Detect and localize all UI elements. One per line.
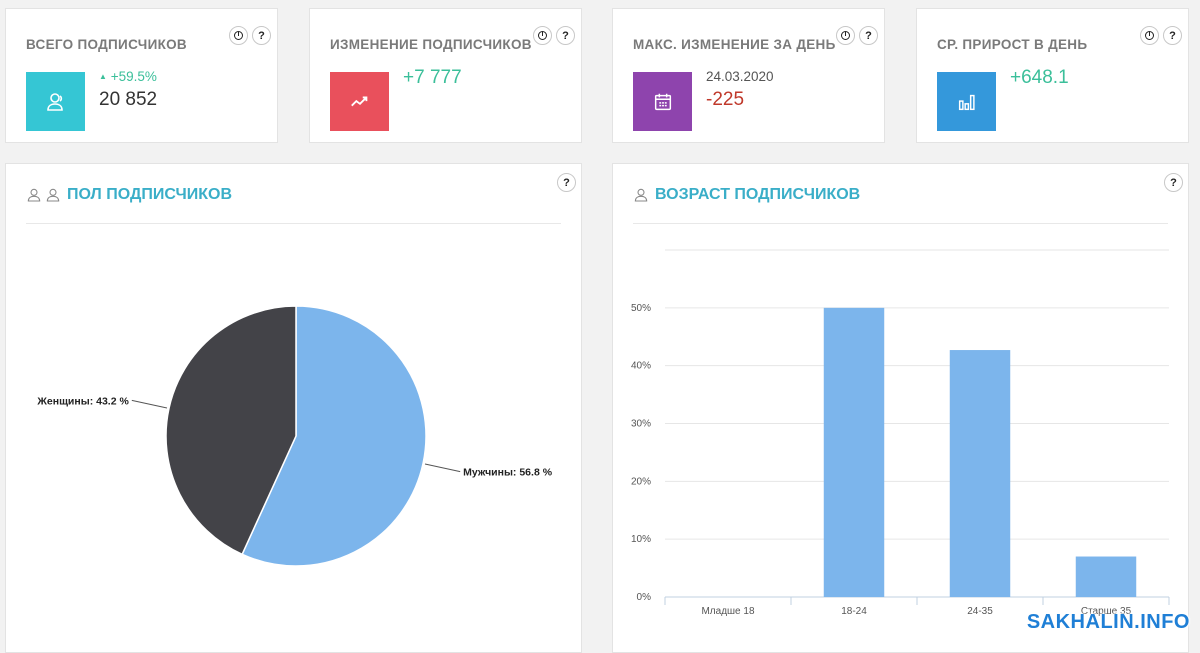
- bar[interactable]: [824, 308, 884, 597]
- stat-card-avg-daily-growth: СР. ПРИРОСТ В ДЕНЬ ? +648.1: [916, 8, 1189, 143]
- y-tick-label: 10%: [631, 534, 651, 545]
- help-button[interactable]: ?: [252, 26, 271, 45]
- x-tick-label: 18-24: [841, 606, 867, 617]
- bar[interactable]: [950, 350, 1010, 597]
- calendar-icon: [652, 91, 674, 113]
- stat-title: СР. ПРИРОСТ В ДЕНЬ: [937, 37, 1087, 52]
- pie-connector: [425, 464, 460, 472]
- x-tick-label: Младше 18: [701, 606, 754, 617]
- users-icon: [44, 90, 68, 114]
- card-controls: ?: [1140, 26, 1182, 45]
- history-button[interactable]: [836, 26, 855, 45]
- help-button[interactable]: ?: [556, 26, 575, 45]
- clock-icon: [538, 31, 547, 40]
- stat-card-total-subscribers: ВСЕГО ПОДПИСЧИКОВ ? ▲ +59.5% 20 852: [5, 8, 278, 143]
- y-tick-label: 30%: [631, 419, 651, 430]
- card-controls: ?: [229, 26, 271, 45]
- stat-value: +648.1: [1010, 67, 1069, 89]
- age-panel: ? ВОЗРАСТ ПОДПИСЧИКОВ 0%10%20%30%40%50%М…: [612, 163, 1189, 653]
- stat-title: ВСЕГО ПОДПИСЧИКОВ: [26, 37, 187, 52]
- clock-icon: [1145, 31, 1154, 40]
- history-button[interactable]: [229, 26, 248, 45]
- stat-value: 20 852: [99, 89, 157, 111]
- y-tick-label: 40%: [631, 361, 651, 372]
- stat-delta: ▲ +59.5%: [99, 69, 157, 84]
- stat-date: 24.03.2020: [706, 69, 774, 84]
- pie-connector: [132, 400, 167, 408]
- card-controls: ?: [533, 26, 575, 45]
- y-tick-label: 0%: [637, 592, 652, 603]
- stat-icon-box: [330, 72, 389, 131]
- pie-label: Мужчины: 56.8 %: [463, 467, 553, 479]
- stat-card-subscriber-change: ИЗМЕНЕНИЕ ПОДПИСЧИКОВ ? +7 777: [309, 8, 582, 143]
- help-button[interactable]: ?: [1163, 26, 1182, 45]
- bar-chart-icon: [956, 91, 978, 113]
- stat-title: МАКС. ИЗМЕНЕНИЕ ЗА ДЕНЬ: [633, 37, 836, 52]
- help-button[interactable]: ?: [859, 26, 878, 45]
- y-tick-label: 50%: [631, 303, 651, 314]
- card-controls: ?: [836, 26, 878, 45]
- stat-icon-box: [937, 72, 996, 131]
- gender-pie-chart: Мужчины: 56.8 % Женщины: 43.2 %: [6, 164, 583, 634]
- stat-value: -225: [706, 89, 744, 111]
- history-button[interactable]: [1140, 26, 1159, 45]
- y-tick-label: 20%: [631, 476, 651, 487]
- stat-card-max-daily-change: МАКС. ИЗМЕНЕНИЕ ЗА ДЕНЬ ? 24.03.2020 -22…: [612, 8, 885, 143]
- caret-up-icon: ▲: [99, 72, 107, 81]
- trend-up-icon: [349, 91, 371, 113]
- x-tick-label: 24-35: [967, 606, 993, 617]
- history-button[interactable]: [533, 26, 552, 45]
- pie-label: Женщины: 43.2 %: [36, 395, 129, 407]
- stat-value: +7 777: [403, 67, 462, 89]
- clock-icon: [234, 31, 243, 40]
- clock-icon: [841, 31, 850, 40]
- watermark: SAKHALIN.INFO: [1027, 611, 1190, 634]
- stat-icon-box: [26, 72, 85, 131]
- stat-icon-box: [633, 72, 692, 131]
- bar[interactable]: [1076, 557, 1136, 597]
- stat-title: ИЗМЕНЕНИЕ ПОДПИСЧИКОВ: [330, 37, 532, 52]
- gender-panel: ? ПОЛ ПОДПИСЧИКОВ Мужчины: 56.8 %Женщины…: [5, 163, 582, 653]
